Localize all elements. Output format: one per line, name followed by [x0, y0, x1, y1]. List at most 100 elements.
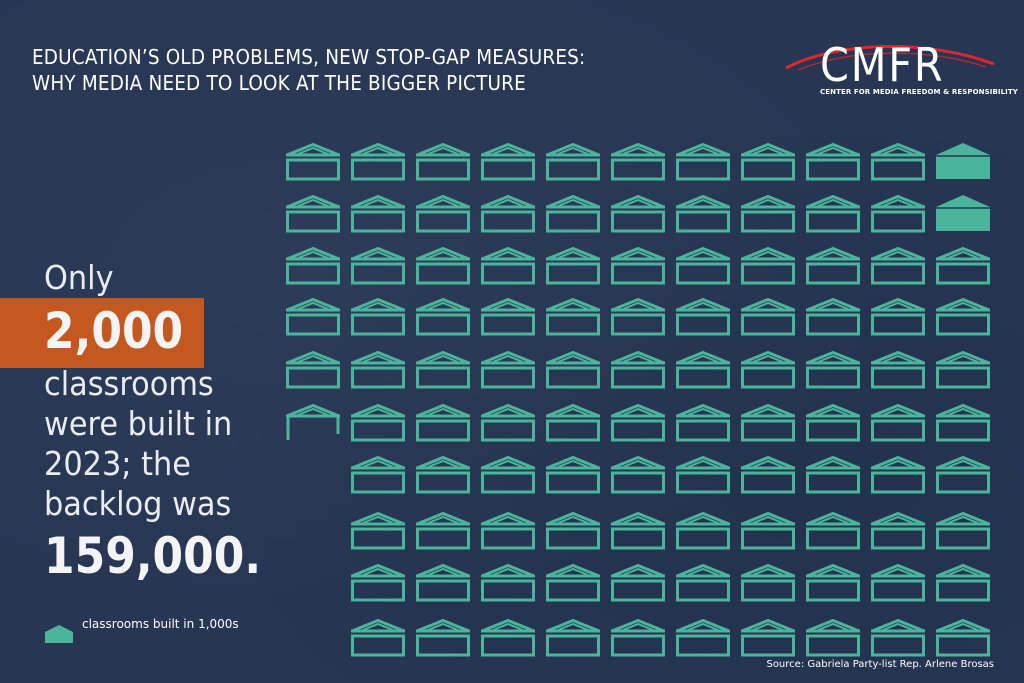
classroom-icon: [546, 511, 600, 550]
classroom-icon: [676, 194, 730, 233]
classroom-icon: [546, 618, 600, 657]
classroom-icon: [286, 297, 340, 336]
classroom-icon: [741, 455, 795, 494]
classroom-icon: [936, 350, 990, 389]
classroom-icon: [481, 297, 535, 336]
classroom-icon: [936, 297, 990, 336]
classroom-icon: [351, 563, 405, 602]
logo-subtitle: CENTER FOR MEDIA FREEDOM & RESPONSIBILIT…: [820, 88, 1018, 96]
classroom-icon: [741, 297, 795, 336]
classroom-icon: [416, 403, 470, 442]
source-note: Source: Gabriela Party-list Rep. Arlene …: [766, 659, 994, 670]
stat-line-backlog: backlog was: [44, 484, 232, 523]
classroom-icon: [936, 511, 990, 550]
classroom-icon: [351, 618, 405, 657]
stat-text: Only 2,000 classrooms were built in 2023…: [44, 258, 284, 588]
logo-letters: CMFR: [820, 38, 945, 92]
classroom-icon: [546, 194, 600, 233]
logo-arc-icon: [785, 44, 995, 71]
classroom-icon: [871, 618, 925, 657]
classroom-icon: [546, 563, 600, 602]
classroom-icon: [871, 194, 925, 233]
classroom-icon: [611, 350, 665, 389]
classroom-icon: [741, 618, 795, 657]
stat-line-year: 2023; the: [44, 444, 191, 483]
headline: EDUCATION’S OLD PROBLEMS, NEW STOP-GAP M…: [32, 44, 585, 96]
legend-classroom-icon: [45, 625, 73, 643]
classroom-filled-icon: [936, 143, 990, 179]
classroom-icon: [741, 563, 795, 602]
headline-line-2: WHY MEDIA NEED TO LOOK AT THE BIGGER PIC…: [32, 71, 526, 95]
classroom-icon: [351, 403, 405, 442]
classroom-icon: [481, 246, 535, 285]
classroom-icon: [481, 403, 535, 442]
classroom-icon: [806, 618, 860, 657]
classroom-icon: [351, 511, 405, 550]
classroom-icon: [416, 194, 470, 233]
stat-line-built-in: were built in: [44, 404, 233, 443]
classroom-icon: [871, 511, 925, 550]
classroom-icon: [936, 246, 990, 285]
classroom-icon: [871, 142, 925, 181]
classroom-icon: [481, 194, 535, 233]
classroom-icon: [936, 563, 990, 602]
classroom-icon: [286, 350, 340, 389]
classroom-icon: [546, 455, 600, 494]
classroom-icon: [481, 618, 535, 657]
classroom-icon: [676, 563, 730, 602]
classroom-icon: [286, 246, 340, 285]
classroom-icon: [611, 403, 665, 442]
classroom-icon: [351, 455, 405, 494]
classroom-icon: [481, 455, 535, 494]
classroom-icon: [741, 194, 795, 233]
classroom-icon: [936, 455, 990, 494]
classroom-icon: [351, 297, 405, 336]
classroom-icon: [676, 297, 730, 336]
cmfr-logo: CMFR CENTER FOR MEDIA FREEDOM & RESPONSI…: [780, 34, 1018, 104]
classroom-icon: [286, 142, 340, 181]
classroom-icon: [871, 350, 925, 389]
classroom-icon: [806, 563, 860, 602]
classroom-icon: [676, 511, 730, 550]
classroom-icon: [741, 511, 795, 550]
stat-line-classrooms: classrooms: [44, 364, 214, 403]
highlight-box: [0, 298, 204, 368]
classroom-icon: [871, 403, 925, 442]
classroom-icon: [741, 403, 795, 442]
classroom-icon: [546, 403, 600, 442]
classroom-icon: [806, 350, 860, 389]
classroom-icon: [611, 455, 665, 494]
stat-backlog-number: 159,000.: [44, 527, 262, 585]
classroom-filled-icon: [936, 195, 990, 231]
classroom-icon: [416, 511, 470, 550]
classroom-icon: [351, 350, 405, 389]
stat-only: Only: [44, 258, 114, 297]
classroom-icon: [546, 246, 600, 285]
classroom-icon: [611, 142, 665, 181]
classroom-icon: [611, 246, 665, 285]
classroom-icon: [676, 246, 730, 285]
classroom-icon: [806, 194, 860, 233]
classroom-icon: [806, 297, 860, 336]
classroom-icon: [741, 142, 795, 181]
classroom-icon: [351, 142, 405, 181]
classroom-icon: [676, 403, 730, 442]
classroom-icon: [481, 350, 535, 389]
headline-line-1: EDUCATION’S OLD PROBLEMS, NEW STOP-GAP M…: [32, 45, 586, 69]
classroom-icon: [286, 194, 340, 233]
classroom-icon: [806, 455, 860, 494]
classroom-icon: [416, 618, 470, 657]
classroom-icon: [676, 350, 730, 389]
classroom-icon: [481, 563, 535, 602]
classroom-icon: [481, 142, 535, 181]
classroom-icon: [936, 403, 990, 442]
classroom-icon: [351, 194, 405, 233]
classroom-icon: [806, 142, 860, 181]
classroom-icon: [676, 142, 730, 181]
classroom-icon: [611, 511, 665, 550]
classroom-icon: [416, 142, 470, 181]
classroom-icon: [416, 563, 470, 602]
classroom-icon: [416, 455, 470, 494]
classroom-icon: [481, 511, 535, 550]
